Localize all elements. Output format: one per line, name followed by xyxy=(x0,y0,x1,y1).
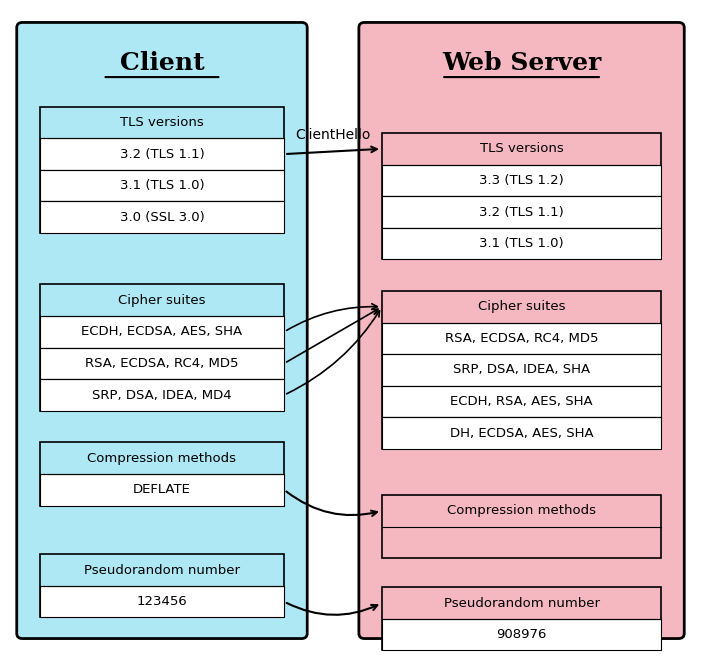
Bar xyxy=(40,170,284,202)
Bar xyxy=(382,323,661,354)
Bar xyxy=(382,133,661,259)
Text: Client: Client xyxy=(120,51,204,75)
Text: TLS versions: TLS versions xyxy=(120,116,204,129)
Text: TLS versions: TLS versions xyxy=(479,142,564,155)
Bar xyxy=(382,228,661,259)
Text: Web Server: Web Server xyxy=(442,51,601,75)
Text: 3.1 (TLS 1.0): 3.1 (TLS 1.0) xyxy=(120,179,204,192)
Text: SRP, DSA, IDEA, MD4: SRP, DSA, IDEA, MD4 xyxy=(92,389,232,401)
Text: Compression methods: Compression methods xyxy=(88,451,236,465)
Text: DEFLATE: DEFLATE xyxy=(133,483,191,496)
Bar xyxy=(40,348,284,379)
Text: ECDH, RSA, AES, SHA: ECDH, RSA, AES, SHA xyxy=(450,395,593,408)
Bar xyxy=(382,291,661,449)
Bar xyxy=(40,316,284,348)
Bar xyxy=(382,354,661,386)
Text: Pseudorandom number: Pseudorandom number xyxy=(444,596,599,609)
Text: 3.0 (SSL 3.0): 3.0 (SSL 3.0) xyxy=(120,211,205,224)
Bar xyxy=(40,555,284,617)
Bar xyxy=(40,442,284,506)
Text: RSA, ECDSA, RC4, MD5: RSA, ECDSA, RC4, MD5 xyxy=(445,332,599,345)
Text: 908976: 908976 xyxy=(496,628,547,641)
Text: DH, ECDSA, AES, SHA: DH, ECDSA, AES, SHA xyxy=(450,427,593,440)
Bar xyxy=(40,284,284,410)
Text: SRP, DSA, IDEA, SHA: SRP, DSA, IDEA, SHA xyxy=(453,364,590,377)
Bar xyxy=(40,379,284,410)
Bar xyxy=(40,474,284,506)
Text: RSA, ECDSA, RC4, MD5: RSA, ECDSA, RC4, MD5 xyxy=(86,357,239,370)
Text: 3.2 (TLS 1.1): 3.2 (TLS 1.1) xyxy=(479,206,564,219)
Bar xyxy=(382,587,661,650)
Text: 3.3 (TLS 1.2): 3.3 (TLS 1.2) xyxy=(479,174,564,187)
Text: Cipher suites: Cipher suites xyxy=(118,293,205,307)
Bar xyxy=(40,138,284,170)
FancyBboxPatch shape xyxy=(17,22,307,639)
FancyBboxPatch shape xyxy=(359,22,684,639)
Bar xyxy=(382,165,661,196)
Text: ECDH, ECDSA, AES, SHA: ECDH, ECDSA, AES, SHA xyxy=(81,325,243,338)
Bar xyxy=(382,386,661,417)
Bar xyxy=(382,196,661,228)
Bar xyxy=(40,106,284,233)
Bar xyxy=(382,417,661,449)
Bar xyxy=(40,586,284,617)
Text: 3.2 (TLS 1.1): 3.2 (TLS 1.1) xyxy=(120,147,205,161)
Bar xyxy=(382,495,661,559)
Text: 123456: 123456 xyxy=(137,595,187,608)
Text: ClientHello: ClientHello xyxy=(295,128,371,142)
Text: Cipher suites: Cipher suites xyxy=(478,300,565,313)
Bar xyxy=(382,619,661,650)
Bar xyxy=(40,202,284,233)
Text: Pseudorandom number: Pseudorandom number xyxy=(84,564,240,576)
Text: 3.1 (TLS 1.0): 3.1 (TLS 1.0) xyxy=(479,237,564,250)
Text: Compression methods: Compression methods xyxy=(447,504,596,518)
